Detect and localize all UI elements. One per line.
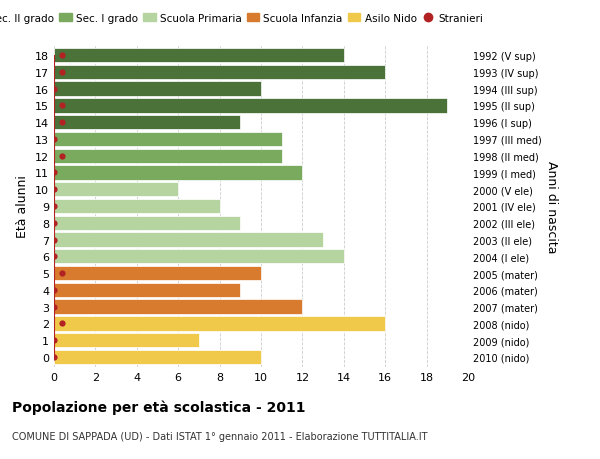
Bar bbox=[54, 317, 385, 331]
Bar bbox=[54, 82, 261, 96]
Bar bbox=[54, 49, 344, 63]
Legend: Sec. II grado, Sec. I grado, Scuola Primaria, Scuola Infanzia, Asilo Nido, Stran: Sec. II grado, Sec. I grado, Scuola Prim… bbox=[0, 9, 488, 28]
Y-axis label: Età alunni: Età alunni bbox=[16, 175, 29, 238]
Bar bbox=[54, 116, 240, 130]
Bar bbox=[54, 200, 220, 213]
Bar bbox=[54, 350, 261, 364]
Bar bbox=[54, 183, 178, 197]
Text: Popolazione per età scolastica - 2011: Popolazione per età scolastica - 2011 bbox=[12, 399, 305, 414]
Y-axis label: Anni di nascita: Anni di nascita bbox=[545, 160, 558, 253]
Bar bbox=[54, 233, 323, 247]
Bar bbox=[54, 166, 302, 180]
Bar bbox=[54, 266, 261, 280]
Bar bbox=[54, 149, 282, 163]
Text: COMUNE DI SAPPADA (UD) - Dati ISTAT 1° gennaio 2011 - Elaborazione TUTTITALIA.IT: COMUNE DI SAPPADA (UD) - Dati ISTAT 1° g… bbox=[12, 431, 427, 442]
Bar bbox=[54, 250, 344, 264]
Bar bbox=[54, 216, 240, 230]
Bar bbox=[54, 66, 385, 80]
Bar bbox=[54, 283, 240, 297]
Bar bbox=[54, 300, 302, 314]
Bar bbox=[54, 333, 199, 347]
Bar bbox=[54, 99, 448, 113]
Bar bbox=[54, 133, 282, 147]
